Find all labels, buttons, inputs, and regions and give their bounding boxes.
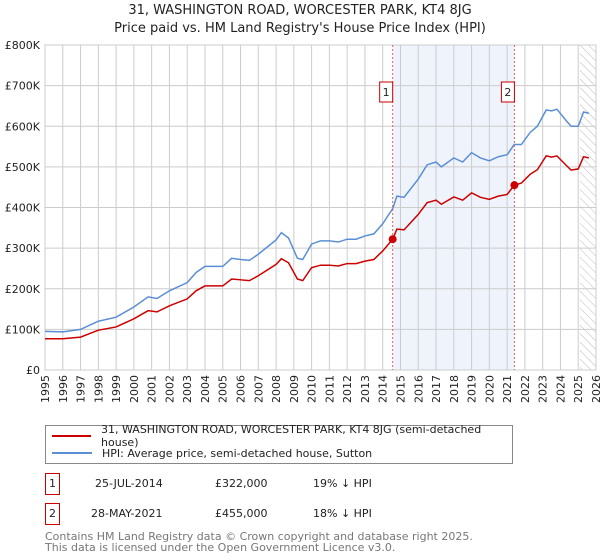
x-tick-label: 2006 xyxy=(235,375,248,403)
sale-date: 25-JUL-2014 xyxy=(95,477,163,490)
x-tick-label: 2000 xyxy=(128,375,141,403)
x-tick-label: 2003 xyxy=(181,375,194,403)
legend-item-price-paid: 31, WASHINGTON ROAD, WORCESTER PARK, KT4… xyxy=(52,423,512,449)
sale-price: £322,000 xyxy=(215,477,268,490)
chart-subtitle: Price paid vs. HM Land Registry's House … xyxy=(114,21,486,36)
sale-date: 28-MAY-2021 xyxy=(91,507,163,520)
sale-price: £455,000 xyxy=(215,507,268,520)
legend-label: 31, WASHINGTON ROAD, WORCESTER PARK, KT4… xyxy=(101,423,482,449)
x-tick-label: 2013 xyxy=(359,375,372,403)
y-tick-label: £600K xyxy=(5,120,41,133)
sale-label-box xyxy=(379,81,394,103)
sale-label: 1 xyxy=(383,86,390,99)
x-tick-label: 2007 xyxy=(252,375,265,403)
x-tick-label: 2021 xyxy=(501,375,514,403)
y-tick-label: £800K xyxy=(5,39,41,52)
x-tick-label: 2012 xyxy=(341,375,354,403)
sale-point xyxy=(510,181,519,190)
x-tick-label: 2024 xyxy=(554,375,567,403)
x-tick-label: 2025 xyxy=(572,375,585,403)
x-tick-label: 2001 xyxy=(146,375,159,403)
y-tick-label: £400K xyxy=(5,202,41,215)
x-tick-label: 2005 xyxy=(217,375,230,403)
plot-area: 1995 1996 1997 1998 1999 2000 2001 2002 2003 2004… xyxy=(5,39,600,403)
legend: 31, WASHINGTON ROAD, WORCESTER PARK, KT4… xyxy=(45,423,513,464)
x-tick-label: 1995 xyxy=(39,375,52,403)
x-tick-label: 2023 xyxy=(537,375,550,403)
y-tick-label: £500K xyxy=(5,161,41,174)
sale-point xyxy=(388,235,397,244)
x-tick-label: 2009 xyxy=(288,375,301,403)
x-tick-label: 2018 xyxy=(448,375,461,403)
x-tick-label: 2022 xyxy=(519,375,532,403)
y-tick-label: £300K xyxy=(5,242,41,255)
x-tick-label: 2014 xyxy=(377,375,390,403)
y-tick-label: £0 xyxy=(26,364,40,377)
legend-item-hpi: HPI: Average price, semi-detached house,… xyxy=(52,446,372,460)
x-tick-label: 2020 xyxy=(483,375,496,403)
y-tick-label: £700K xyxy=(5,80,41,93)
x-tick-label: 2004 xyxy=(199,375,212,403)
legend-blue-line xyxy=(52,452,92,454)
footer-licence: This data is licensed under the Open Gov… xyxy=(45,541,396,554)
plot-frame xyxy=(44,44,597,371)
x-tick-label: 1999 xyxy=(110,375,123,403)
x-tick-label: 2015 xyxy=(394,375,407,403)
sale-hpi-diff: 18% ↓ HPI xyxy=(313,507,372,520)
sale-hpi-diff: 19% ↓ HPI xyxy=(313,477,372,490)
sale-label-box xyxy=(500,81,515,103)
x-tick-label: 2016 xyxy=(412,375,425,403)
chart-title: 31, WASHINGTON ROAD, WORCESTER PARK, KT4… xyxy=(128,3,472,18)
x-tick-label: 2026 xyxy=(590,375,600,403)
x-tick-label: 2011 xyxy=(323,375,336,403)
x-tick-label: 1996 xyxy=(57,375,70,403)
x-tick-label: 2017 xyxy=(430,375,443,403)
legend-red-line xyxy=(52,435,92,437)
footer-copyright: Contains HM Land Registry data © Crown c… xyxy=(45,530,473,543)
y-tick-label: £200K xyxy=(5,283,41,296)
sale-marker-badge: 1 xyxy=(45,473,60,495)
x-tick-label: 1997 xyxy=(75,375,88,403)
y-tick-label: £100K xyxy=(5,323,41,336)
price-paid-line xyxy=(45,155,590,340)
hpi-line xyxy=(44,108,590,333)
x-tick-label: 2019 xyxy=(466,375,479,403)
legend-label: HPI: Average price, semi-detached house,… xyxy=(102,446,373,460)
sale-label: 2 xyxy=(504,86,511,99)
x-tick-label: 2010 xyxy=(306,375,319,403)
x-tick-label: 2008 xyxy=(270,375,283,403)
x-tick-label: 1998 xyxy=(92,375,105,403)
sale-marker-badge: 2 xyxy=(45,503,60,525)
x-tick-label: 2002 xyxy=(163,375,176,403)
